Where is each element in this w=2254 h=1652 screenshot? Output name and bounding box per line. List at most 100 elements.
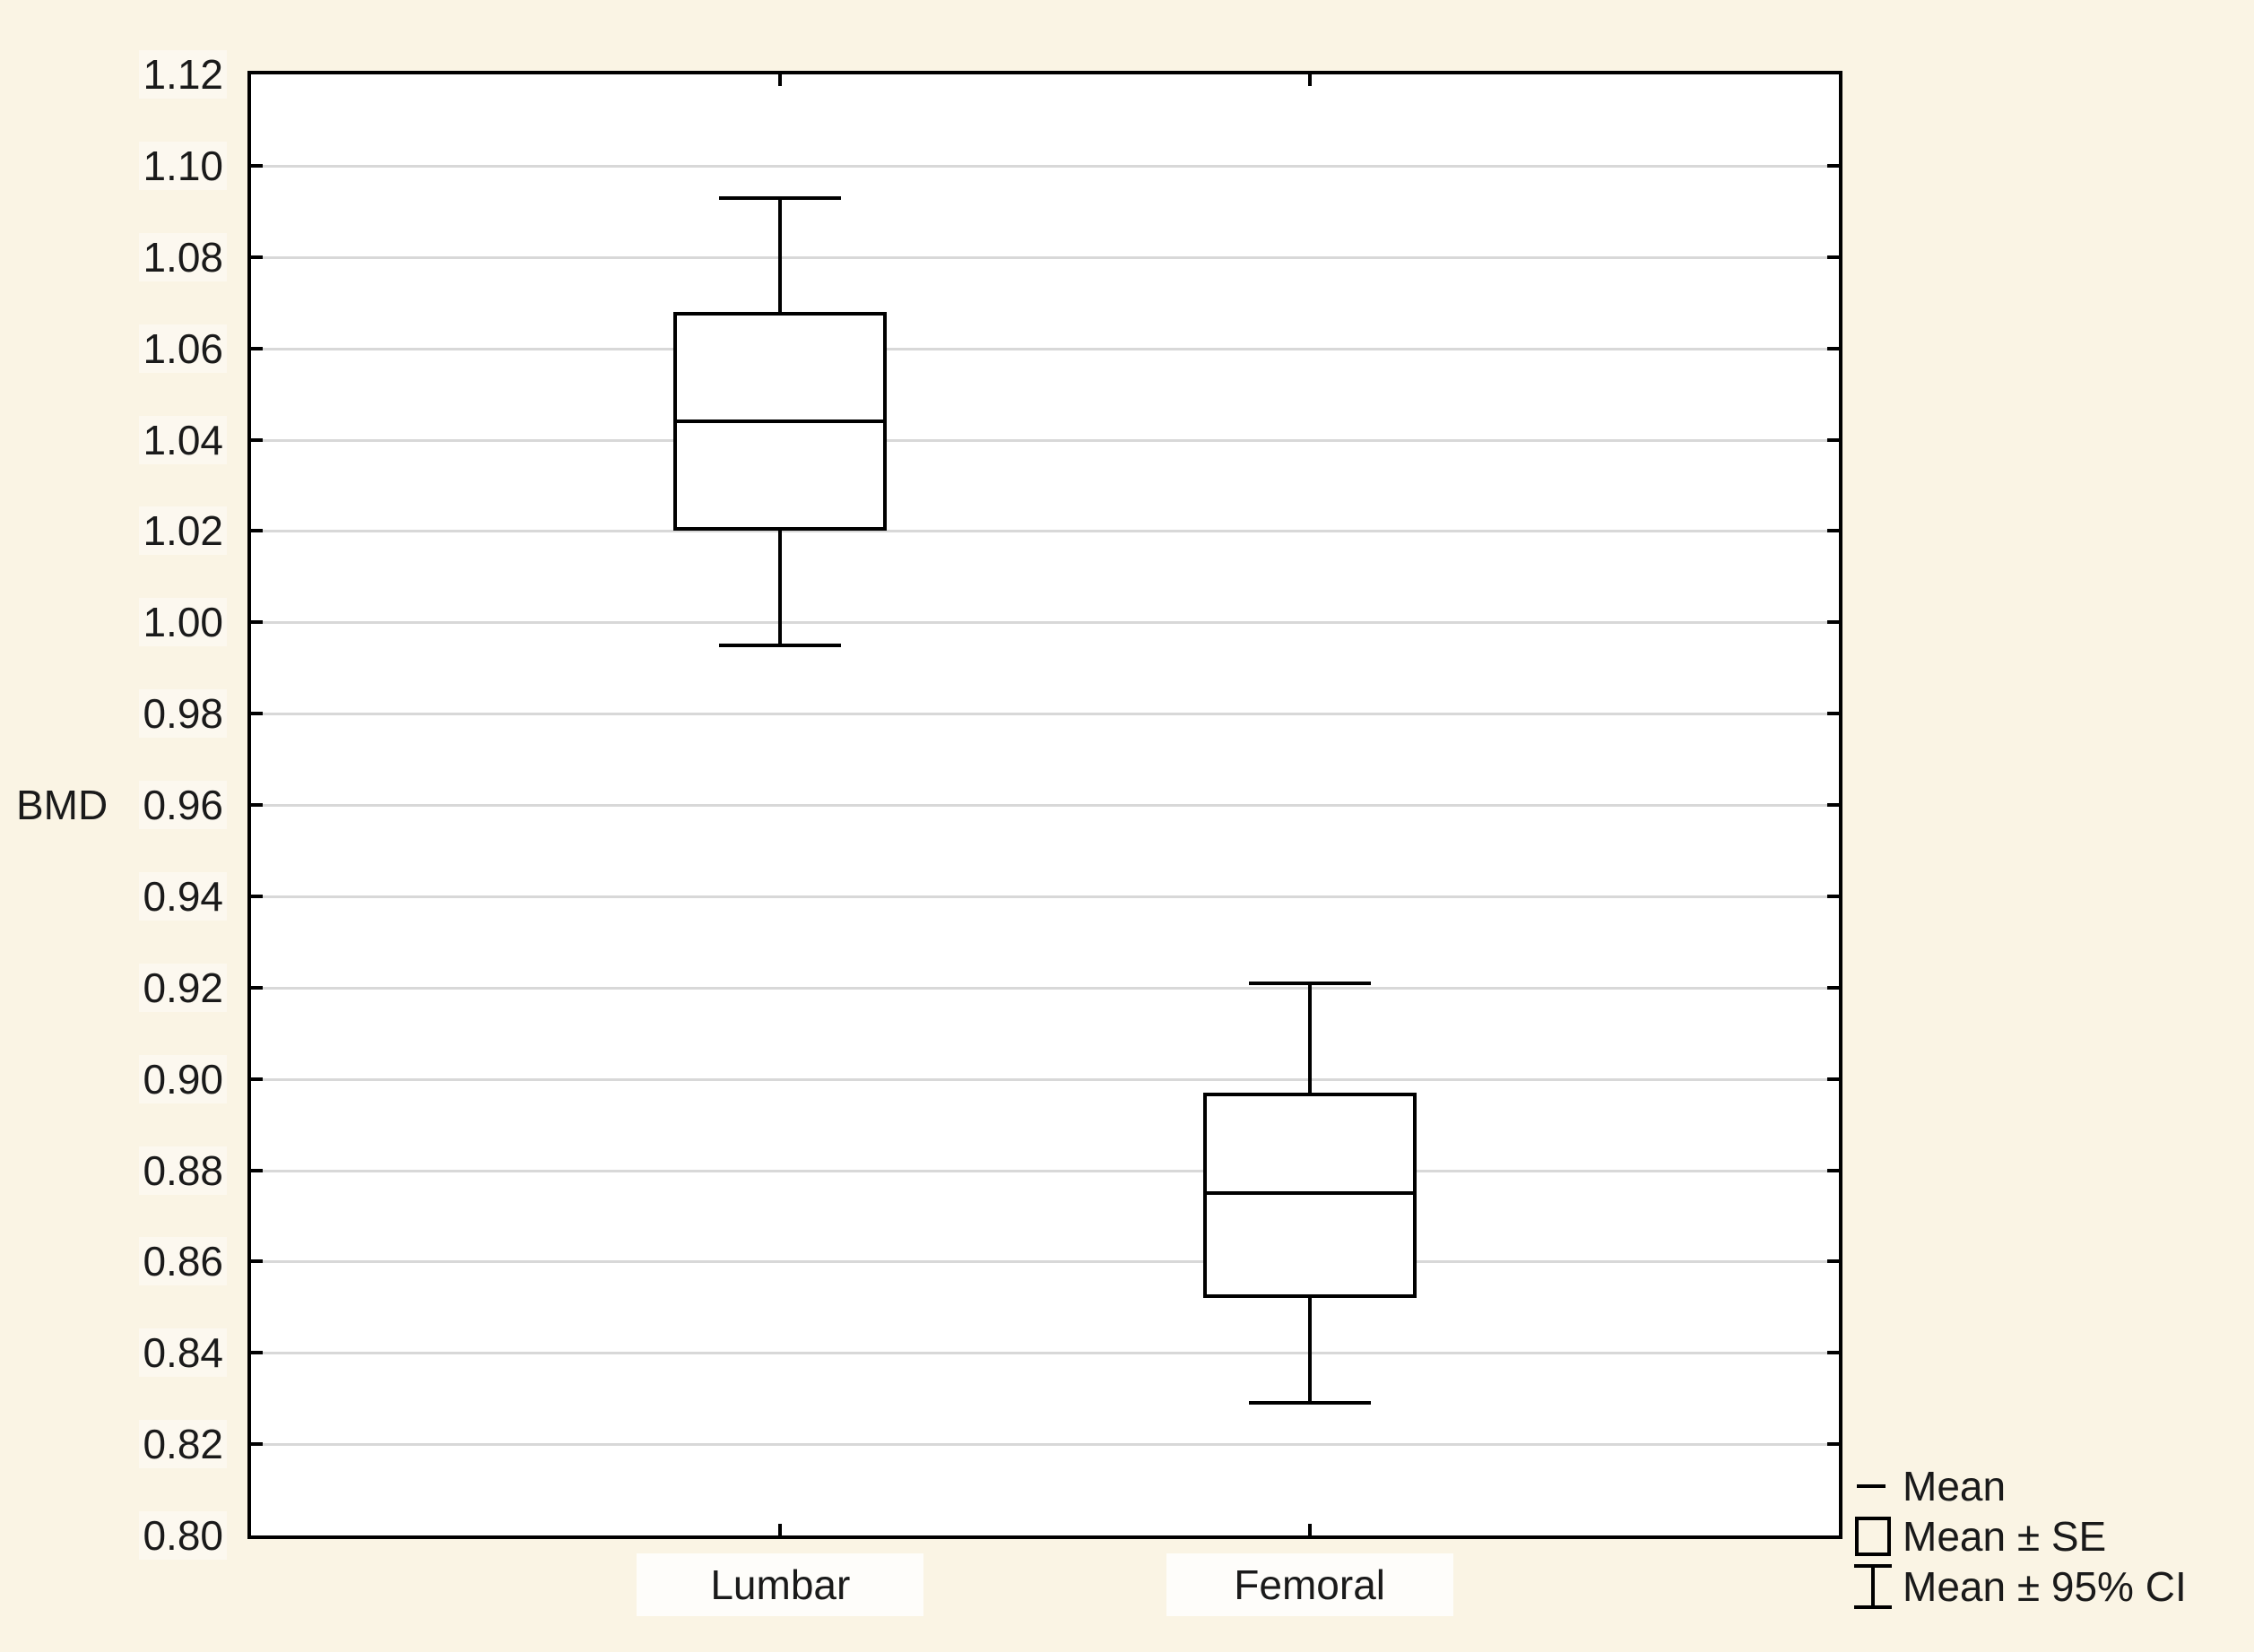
y-tick-left (251, 894, 263, 898)
gridline (251, 1352, 1839, 1355)
y-tick-text: 1.02 (139, 506, 227, 556)
y-tick-right (1827, 255, 1839, 259)
y-tick-label: 0.86 (74, 1236, 227, 1286)
y-tick-left (251, 1442, 263, 1447)
mean-dash-icon (1852, 1484, 1903, 1488)
y-tick-left (251, 712, 263, 716)
y-tick-left (251, 1351, 263, 1355)
y-tick-text: 0.96 (139, 781, 227, 829)
y-tick-right (1827, 985, 1839, 990)
y-tick-text: 1.08 (139, 232, 227, 281)
y-tick-text: 1.00 (139, 598, 227, 647)
y-tick-text: 0.80 (139, 1511, 227, 1560)
legend: Mean Mean ± SE Mean ± 95% CI (1852, 1461, 2187, 1612)
gridline (251, 1443, 1839, 1447)
y-tick-label: 1.00 (74, 597, 227, 647)
y-tick-right (1827, 163, 1839, 168)
gridline (251, 438, 1839, 442)
y-tick-label: 1.06 (74, 324, 227, 374)
y-tick-left (251, 803, 263, 807)
y-tick-label: 0.82 (74, 1419, 227, 1469)
y-tick-left (251, 437, 263, 442)
y-tick-label: 0.96 (74, 780, 227, 830)
x-tick-bottom (1307, 1524, 1312, 1535)
y-tick-label: 0.90 (74, 1054, 227, 1104)
y-tick-left (251, 1168, 263, 1172)
legend-item-ci: Mean ± 95% CI (1852, 1561, 2187, 1612)
legend-label: Mean ± SE (1903, 1513, 2107, 1560)
gridline (251, 621, 1839, 625)
y-tick-left (251, 620, 263, 625)
y-tick-label: 0.92 (74, 963, 227, 1013)
y-tick-right (1827, 894, 1839, 898)
gridline (251, 255, 1839, 259)
y-tick-right (1827, 437, 1839, 442)
legend-item-se: Mean ± SE (1852, 1511, 2187, 1561)
y-tick-text: 0.84 (139, 1328, 227, 1378)
y-tick-text: 0.98 (139, 689, 227, 739)
y-tick-text: 1.06 (139, 324, 227, 373)
y-tick-left (251, 1259, 263, 1264)
ci-cap-top (1248, 981, 1371, 985)
se-box (1202, 1092, 1417, 1299)
y-tick-text: 0.88 (139, 1146, 227, 1195)
y-tick-right (1827, 346, 1839, 350)
gridline (251, 530, 1839, 533)
gridline (251, 1169, 1839, 1172)
y-tick-text: 0.94 (139, 871, 227, 921)
y-tick-right (1827, 1077, 1839, 1081)
y-tick-label: 1.08 (74, 232, 227, 282)
gridline (251, 713, 1839, 716)
y-tick-label: 0.80 (74, 1510, 227, 1561)
gridline (251, 986, 1839, 990)
gridline (251, 804, 1839, 807)
y-tick-left (251, 346, 263, 350)
se-box-icon (1852, 1517, 1903, 1556)
y-tick-text: 0.86 (139, 1237, 227, 1286)
gridline (251, 347, 1839, 350)
x-category-label: Lumbar (637, 1553, 924, 1616)
y-tick-right (1827, 1351, 1839, 1355)
y-tick-label: 1.02 (74, 506, 227, 556)
y-tick-right (1827, 1259, 1839, 1264)
y-tick-text: 0.92 (139, 963, 227, 1012)
y-tick-left (251, 985, 263, 990)
y-tick-text: 0.82 (139, 1420, 227, 1469)
ci-cap-bottom (719, 643, 842, 647)
gridline (251, 895, 1839, 898)
gridline (251, 164, 1839, 168)
y-tick-left (251, 255, 263, 259)
gridline (251, 1077, 1839, 1081)
y-tick-right (1827, 1168, 1839, 1172)
y-axis-title: BMD (16, 782, 108, 828)
legend-label: Mean ± 95% CI (1903, 1563, 2187, 1610)
y-tick-label: 1.12 (74, 49, 227, 99)
y-tick-text: 1.12 (139, 50, 227, 99)
ci-cap-top (719, 195, 842, 200)
mean-line (1206, 1190, 1413, 1195)
x-tick-top (1307, 74, 1312, 86)
y-tick-text: 1.04 (139, 415, 227, 464)
y-tick-right (1827, 712, 1839, 716)
y-tick-right (1827, 529, 1839, 533)
y-tick-left (251, 1077, 263, 1081)
y-tick-label: 0.98 (74, 688, 227, 739)
mean-line (677, 419, 884, 424)
y-tick-text: 0.90 (139, 1054, 227, 1103)
y-tick-left (251, 163, 263, 168)
y-tick-label: 1.10 (74, 141, 227, 191)
y-tick-label: 0.88 (74, 1146, 227, 1196)
gridline (251, 1260, 1839, 1264)
y-tick-right (1827, 1442, 1839, 1447)
ci-cap-bottom (1248, 1401, 1371, 1405)
y-tick-label: 1.04 (74, 415, 227, 465)
y-tick-text: 1.10 (139, 141, 227, 190)
y-tick-right (1827, 803, 1839, 807)
y-tick-label: 0.84 (74, 1328, 227, 1378)
x-category-label: Femoral (1166, 1553, 1453, 1616)
ci-whisker-icon (1852, 1564, 1903, 1609)
y-tick-left (251, 529, 263, 533)
legend-label: Mean (1903, 1463, 2007, 1509)
y-tick-label: 0.94 (74, 871, 227, 921)
